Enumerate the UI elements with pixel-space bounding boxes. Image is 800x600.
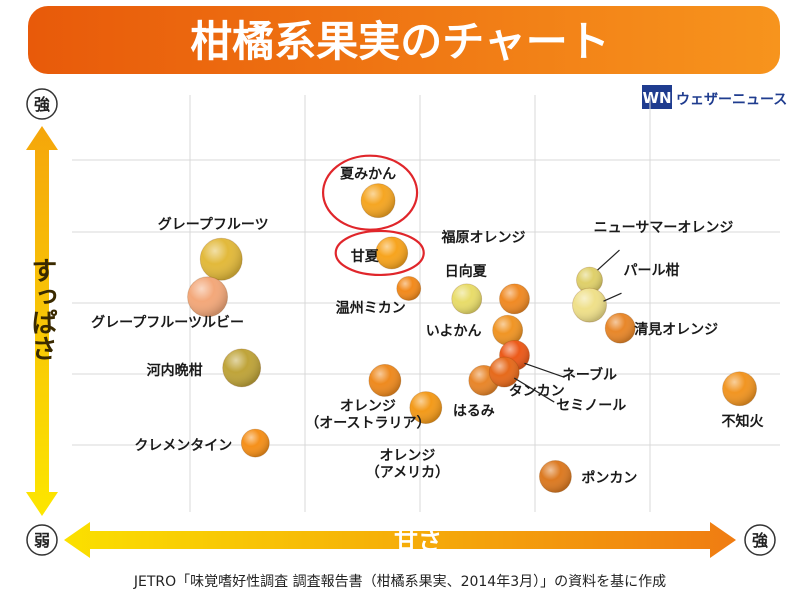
fruit-point-shine [222, 348, 261, 387]
y-high-label: 強 [34, 95, 50, 114]
y-axis: すっぱさ 強 [26, 88, 58, 516]
point-label: ポンカン [581, 470, 637, 487]
point-label: 温州ミカン [336, 300, 406, 316]
title-banner-background [28, 6, 780, 74]
fruit-point-shine [499, 283, 530, 314]
x-high-badge [744, 524, 776, 556]
point-label: 清見オレンジ [634, 321, 718, 338]
fruit-point-shine [187, 276, 228, 317]
fruit-point-shine [722, 371, 757, 406]
point-label: 不知火 [722, 413, 765, 430]
logo-mark-box [642, 85, 672, 109]
label-leader-line [597, 249, 620, 271]
highlight-ring [321, 154, 419, 231]
point-label: 甘夏 [351, 248, 380, 265]
fruit-point-shine [361, 183, 396, 218]
fruit-point-shine [489, 357, 520, 388]
weathernews-logo: WN ウェザーニュース [642, 85, 787, 109]
page-title: 柑橘系果実のチャート [190, 17, 610, 66]
point-label: 夏みかん [340, 166, 396, 183]
data-points [187, 154, 757, 493]
fruit-point-shine [605, 313, 636, 344]
point-label: 河内晩柑 [147, 362, 203, 379]
fruit-point-shine [368, 364, 401, 397]
y-axis-arrow [26, 126, 58, 516]
source-note: JETRO「味覚嗜好性調査 調査報告書（柑橘系果実、2014年3月）」の資料を基… [133, 573, 666, 590]
point-label: ニューサマーオレンジ [594, 220, 734, 236]
label-leader-line [603, 292, 622, 302]
fruit-point-shine [396, 276, 421, 301]
point-label: 福原オレンジ [440, 229, 525, 246]
title-banner: 柑橘系果実のチャート [28, 6, 780, 74]
point-label: グレープフルーツ [158, 216, 269, 233]
x-axis: 甘さ 弱 強 [26, 522, 776, 558]
highlight-ring [334, 229, 425, 277]
point-label: いよかん [426, 323, 482, 339]
point-label: オレンジ（オーストラリア） [305, 398, 430, 431]
point-label: ネーブル [562, 366, 617, 383]
point-label: 日向夏 [445, 263, 488, 280]
point-label: クレメンタイン [134, 438, 232, 454]
fruit-point-shine [492, 315, 523, 346]
x-high-label: 強 [752, 531, 768, 550]
point-label: オレンジ（アメリカ） [366, 448, 449, 481]
fruit-point-shine [576, 267, 603, 294]
x-low-badge [26, 524, 58, 556]
point-label: グレープフルーツルビー [91, 314, 244, 331]
x-low-label: 弱 [34, 531, 50, 550]
x-axis-arrow [64, 522, 736, 558]
y-axis-label: すっぱさ [27, 257, 57, 361]
logo-mark: WN [642, 89, 671, 107]
fruit-point-shine [375, 236, 408, 269]
point-label: はるみ [453, 404, 495, 420]
fruit-point-shine [451, 283, 482, 314]
label-leader-line [513, 377, 555, 403]
fruit-point-shine [572, 288, 607, 323]
fruit-point-shine [241, 429, 270, 458]
x-axis-label: 甘さ [394, 527, 442, 555]
point-label: セミノール [556, 398, 626, 414]
fruit-point-shine [539, 460, 572, 493]
y-high-badge [26, 88, 58, 120]
fruit-point-shine [409, 391, 442, 424]
label-leader-line [524, 362, 565, 378]
logo-text: ウェザーニュース [676, 92, 787, 108]
point-label: パール柑 [624, 262, 680, 279]
fruit-point-shine [200, 238, 243, 281]
